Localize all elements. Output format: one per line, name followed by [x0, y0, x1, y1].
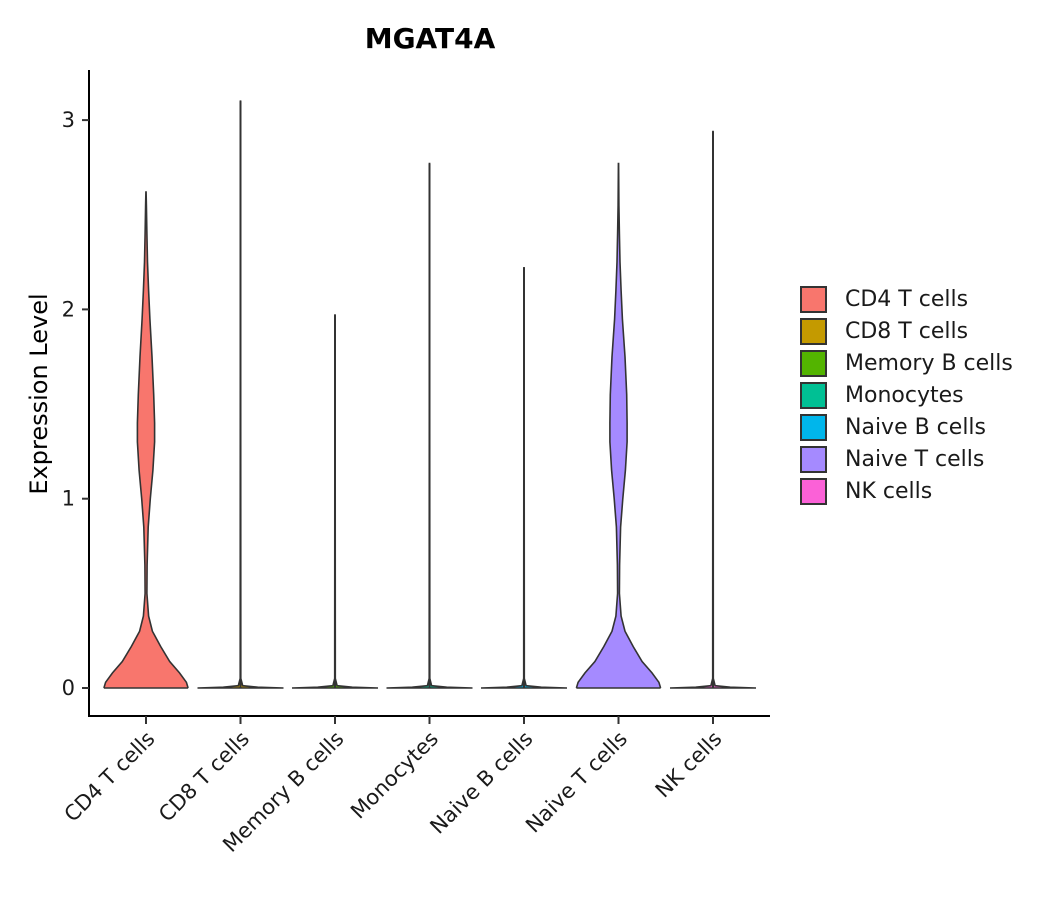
legend-swatch [800, 413, 827, 441]
violin-cd4-t-cells [103, 191, 189, 689]
legend-label: Memory B cells [845, 350, 1013, 376]
legend-item: CD8 T cells [800, 315, 1013, 347]
legend-item: Monocytes [800, 379, 1013, 411]
y-tick-label: 0 [62, 676, 75, 700]
legend-label: Naive B cells [845, 414, 987, 440]
violin-layer [103, 100, 757, 689]
y-tick-label: 1 [62, 487, 75, 511]
legend-swatch [800, 477, 827, 505]
legend-label: Monocytes [845, 382, 964, 408]
y-ticks: 0 1 2 3 [62, 108, 89, 700]
x-tick-label: CD4 T cells [60, 727, 160, 827]
legend-swatch [800, 381, 827, 409]
legend-label: NK cells [845, 478, 933, 504]
y-axis-title: Expression Level [25, 293, 53, 494]
legend-item: Naive T cells [800, 443, 1013, 475]
legend-item: Memory B cells [800, 347, 1013, 379]
legend-swatch [800, 285, 827, 313]
legend-label: CD4 T cells [845, 286, 969, 312]
legend-item: Naive B cells [800, 411, 1013, 443]
x-tick-label: Monocytes [346, 727, 443, 824]
legend-swatch [800, 349, 827, 377]
y-tick-label: 2 [62, 297, 75, 321]
legend-swatch [800, 445, 827, 473]
legend-item: NK cells [800, 475, 1013, 507]
legend-label: CD8 T cells [845, 318, 969, 344]
violin-naive-t-cells [575, 162, 662, 689]
legend: CD4 T cells CD8 T cells Memory B cells Mono… [800, 283, 1013, 507]
x-tick-label: CD8 T cells [154, 727, 254, 827]
chart-title: MGAT4A [365, 22, 496, 55]
y-tick-label: 3 [62, 108, 75, 132]
legend-swatch [800, 317, 827, 345]
x-tick-label: NK cells [651, 727, 727, 803]
x-tick-label: Naive T cells [521, 727, 632, 838]
legend-label: Naive T cells [845, 446, 985, 472]
legend-item: CD4 T cells [800, 283, 1013, 315]
